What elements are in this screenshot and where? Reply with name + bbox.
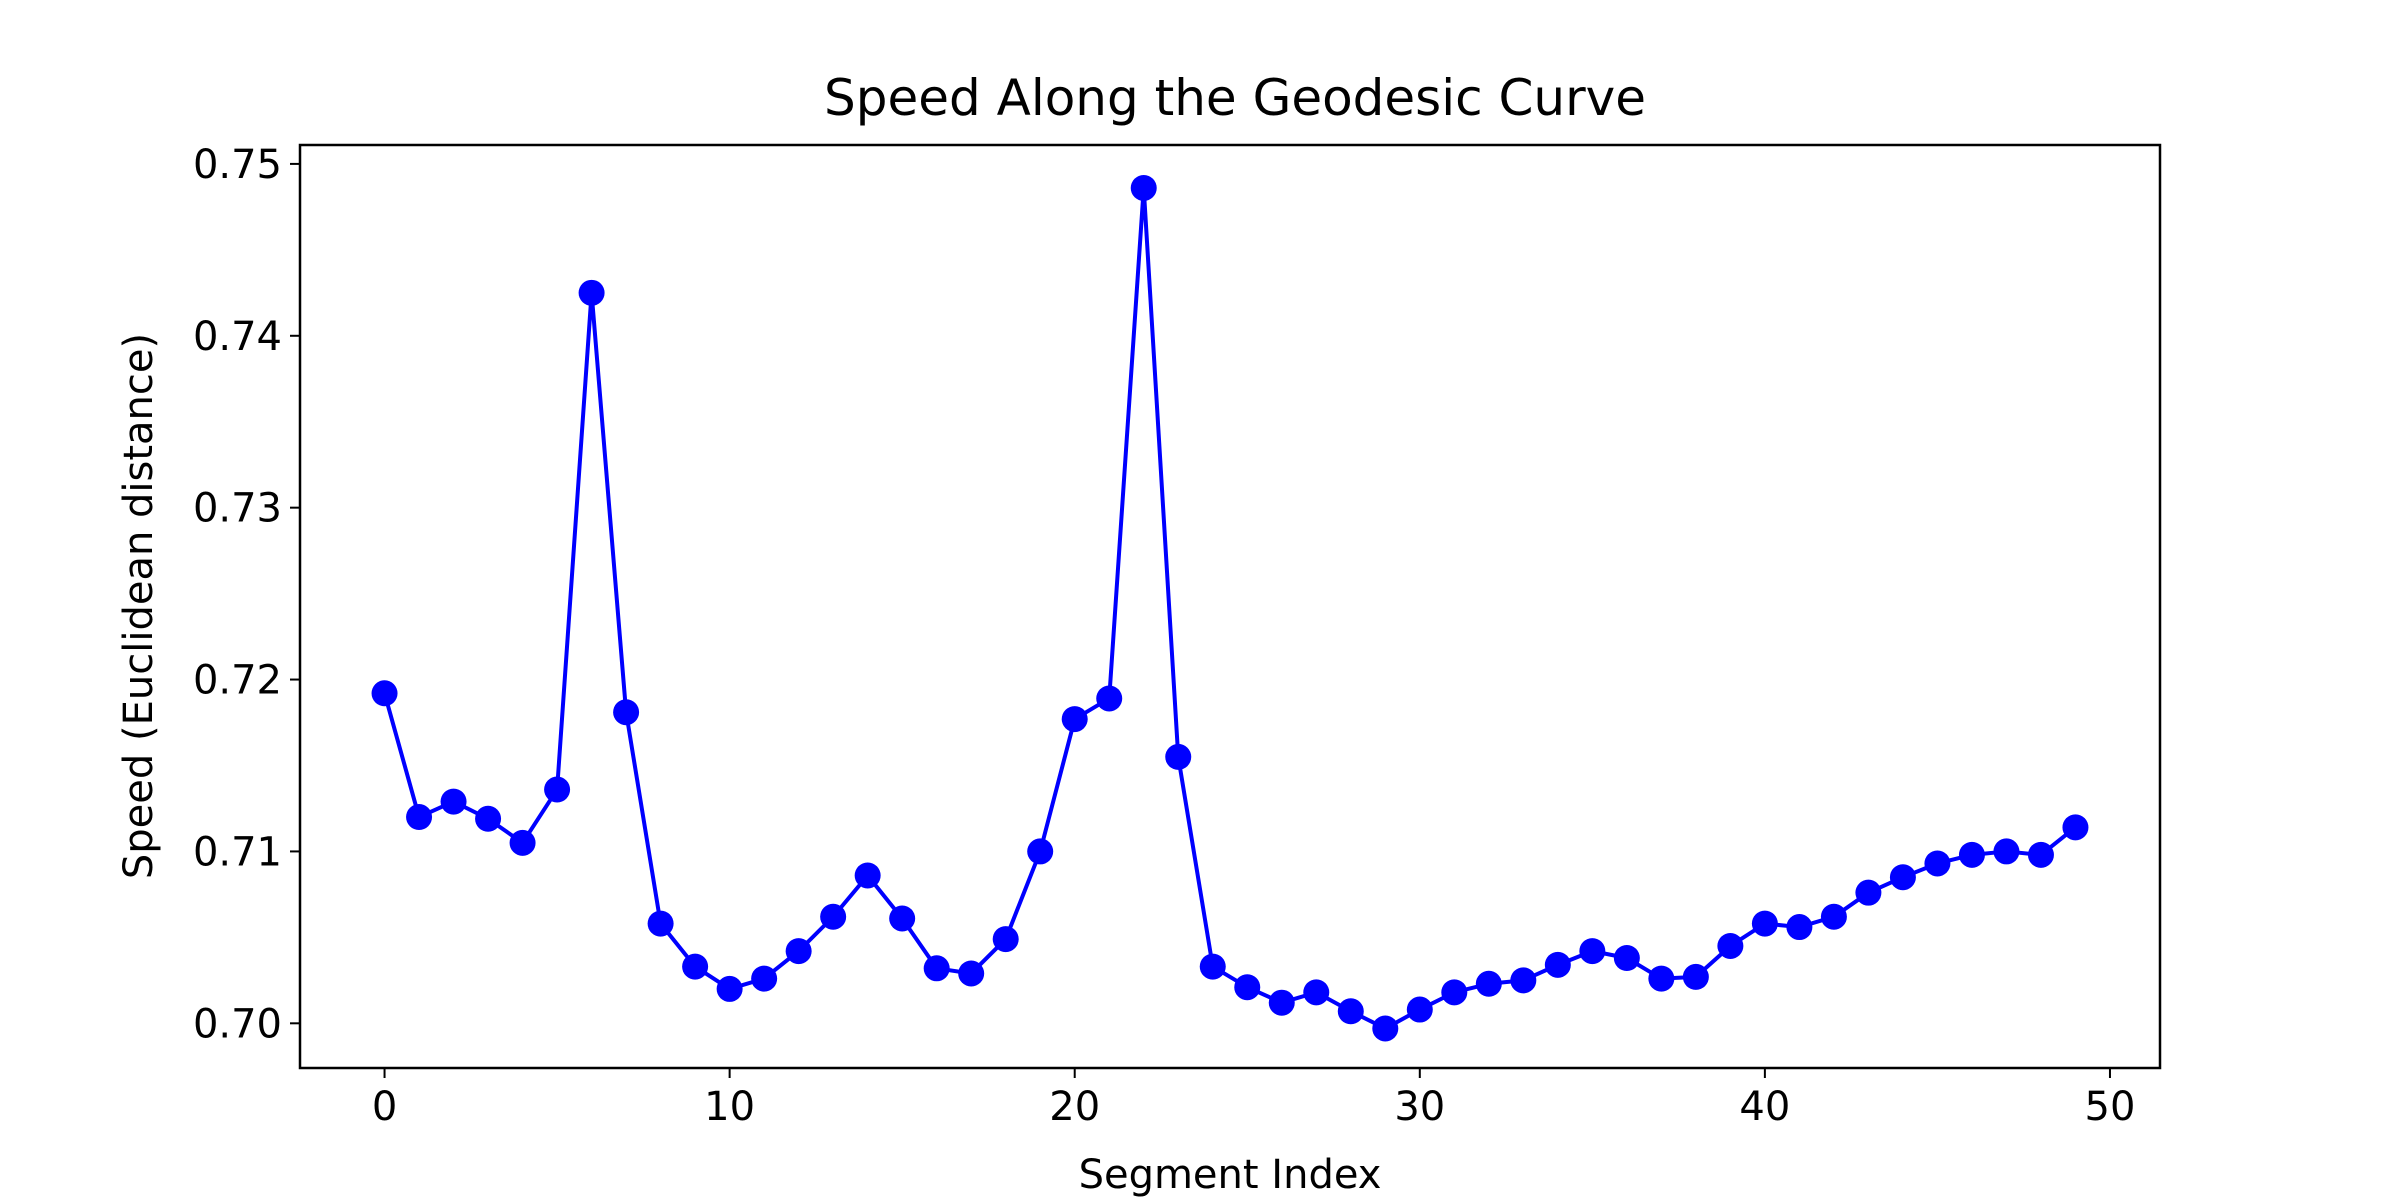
data-point <box>1751 910 1778 937</box>
data-point <box>1889 864 1916 891</box>
data-point <box>1993 838 2020 865</box>
x-tick-label: 30 <box>1394 1084 1445 1130</box>
data-point <box>716 975 743 1002</box>
plot-frame <box>298 143 2162 1070</box>
data-point <box>1337 998 1364 1025</box>
data-point <box>1544 951 1571 978</box>
data-point <box>1958 841 1985 868</box>
x-tick-label: 40 <box>1739 1084 1790 1130</box>
y-tick-label: 0.71 <box>193 829 282 875</box>
data-point <box>820 903 847 930</box>
data-point <box>1924 850 1951 877</box>
data-point <box>578 279 605 306</box>
y-axis-label: Speed (Euclidean distance) <box>116 333 162 879</box>
data-point <box>682 953 709 980</box>
data-point <box>1475 970 1502 997</box>
data-point <box>613 699 640 726</box>
x-axis-ticks: 0 10 20 30 40 50 <box>372 1068 2136 1130</box>
data-point <box>2062 814 2089 841</box>
data-point <box>1234 974 1261 1001</box>
x-tick-label: 10 <box>704 1084 755 1130</box>
x-tick-label: 20 <box>1049 1084 1100 1130</box>
x-tick-label: 50 <box>2085 1084 2136 1130</box>
data-point <box>1303 979 1330 1006</box>
data-point <box>1027 838 1054 865</box>
data-point <box>647 910 674 937</box>
data-point <box>1648 965 1675 992</box>
y-tick-label: 0.74 <box>193 314 282 360</box>
data-point <box>992 926 1019 953</box>
data-point <box>1717 932 1744 959</box>
data-point <box>1510 967 1537 994</box>
data-point <box>1165 743 1192 770</box>
data-point <box>785 938 812 965</box>
data-point <box>1613 945 1640 971</box>
data-point <box>440 788 467 815</box>
chart-title: Speed Along the Geodesic Curve <box>824 69 1646 127</box>
x-tick-label: 0 <box>372 1084 397 1130</box>
y-tick-label: 0.73 <box>193 486 282 532</box>
data-point <box>958 960 985 987</box>
y-tick-label: 0.72 <box>193 658 282 704</box>
y-tick-label: 0.70 <box>193 1001 282 1047</box>
data-point <box>1406 996 1433 1023</box>
data-point <box>1096 685 1123 712</box>
series-layer <box>371 174 2089 1042</box>
data-point <box>509 829 536 856</box>
data-point <box>406 804 433 831</box>
data-point <box>1786 914 1813 941</box>
data-point <box>1682 963 1709 990</box>
data-point <box>2027 841 2054 868</box>
x-axis-label: Segment Index <box>1079 1152 1382 1198</box>
data-point <box>1199 953 1226 980</box>
data-point <box>889 905 916 932</box>
data-point <box>1820 903 1847 930</box>
y-tick-label: 0.75 <box>193 142 282 188</box>
data-point <box>751 965 778 992</box>
data-point <box>475 805 502 832</box>
data-point <box>544 776 571 803</box>
data-point <box>1268 989 1295 1016</box>
data-point <box>1061 706 1088 733</box>
data-point <box>854 862 881 889</box>
data-point <box>1130 174 1157 201</box>
data-point <box>1855 879 1882 906</box>
data-point <box>1372 1015 1399 1042</box>
data-point <box>371 680 398 707</box>
data-point <box>1441 979 1468 1006</box>
data-point <box>1579 938 1606 965</box>
y-axis-ticks: 0.70 0.71 0.72 0.73 0.74 0.75 <box>193 142 300 1047</box>
data-point <box>923 955 950 982</box>
